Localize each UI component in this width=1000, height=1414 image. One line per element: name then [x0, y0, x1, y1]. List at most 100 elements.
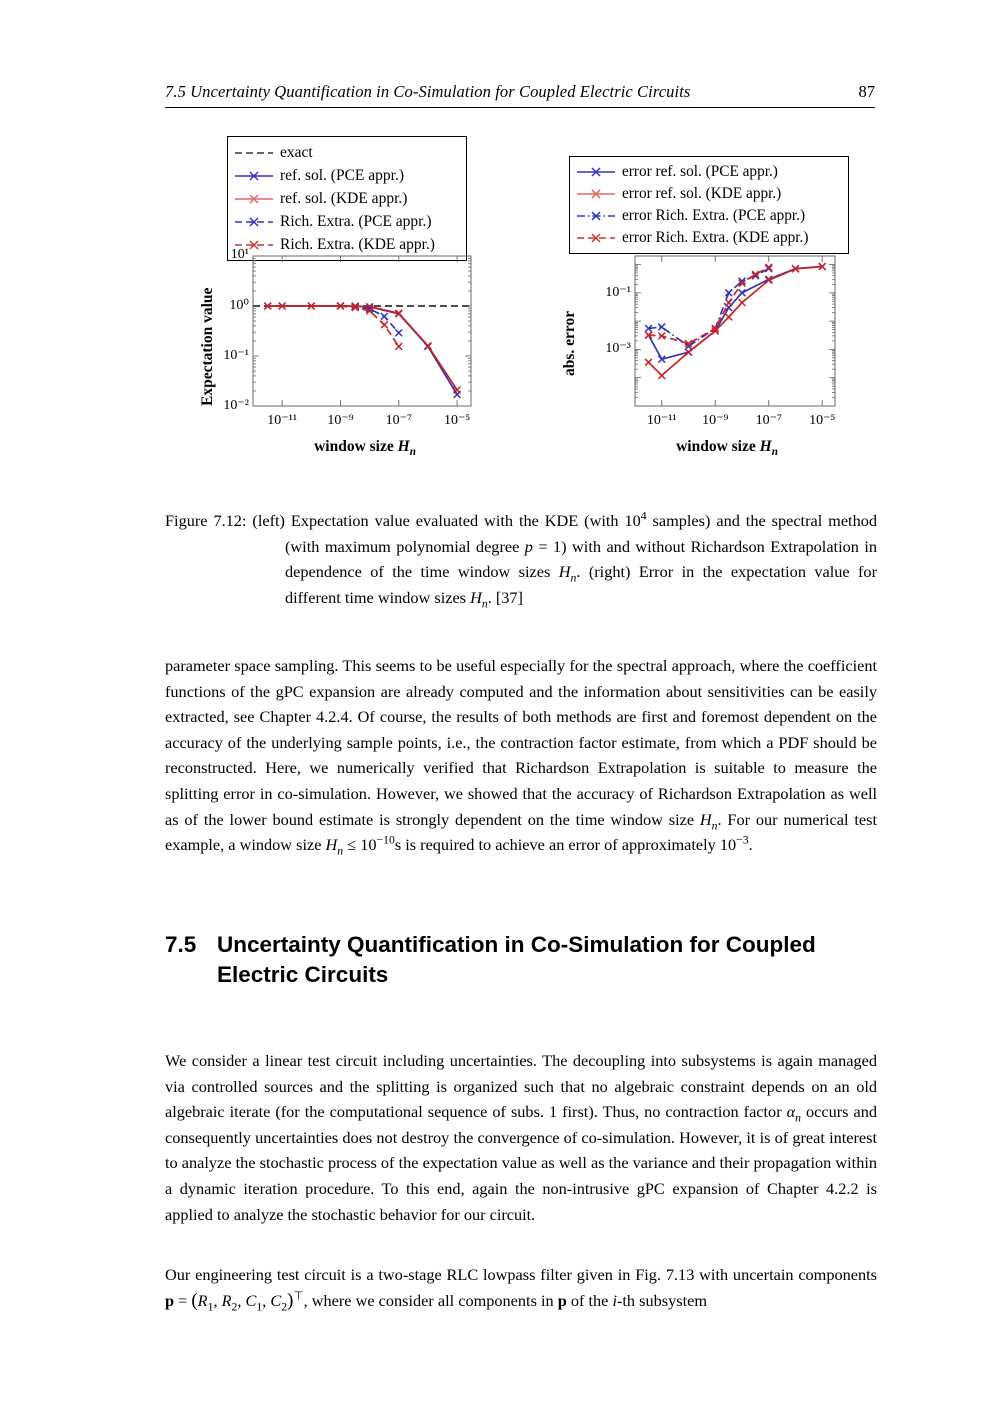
legend-left-item: Rich. Extra. (PCE appr.) [234, 210, 458, 233]
series-line [340, 305, 400, 347]
series-marker [738, 279, 746, 288]
series-marker [738, 277, 746, 286]
series-marker [424, 341, 432, 350]
section-heading: 7.5 Uncertainty Quantification in Co-Simu… [165, 930, 877, 990]
series-marker [263, 302, 272, 310]
chart-left-xlabel-text: window size Hn [314, 438, 416, 459]
series-marker [764, 263, 773, 272]
x-tick-label: 10⁻⁷ [755, 413, 782, 428]
legend-line-sample [576, 231, 616, 245]
series-marker [644, 358, 653, 367]
legend-right-item: error Rich. Extra. (PCE appr.) [576, 205, 840, 227]
body-paragraph-3: Our engineering test circuit is a two-st… [165, 1265, 877, 1313]
series-marker [394, 342, 403, 351]
series-marker [657, 331, 666, 340]
header-rule [165, 107, 875, 109]
body-paragraph-1: parameter space sampling. This seems to … [165, 656, 877, 858]
series-marker [394, 328, 403, 337]
chart-right-xlabel-text: window size Hn [676, 438, 778, 459]
series-line [267, 305, 458, 395]
legend-item-label: error ref. sol. (PCE appr.) [622, 163, 778, 181]
legend-item-label: error ref. sol. (KDE appr.) [622, 185, 782, 203]
y-tick-label: 10¹ [230, 247, 249, 262]
x-tick-label: 10⁻⁹ [702, 413, 729, 428]
chart-right-canvas [634, 255, 836, 407]
header-title: 7.5 Uncertainty Quantification in Co-Sim… [165, 82, 691, 101]
legend-left-item: Rich. Extra. (KDE appr.) [234, 233, 458, 256]
series-marker [336, 302, 345, 310]
series-marker [644, 331, 653, 340]
figure-caption-label: Figure 7.12: [165, 511, 247, 530]
header-page-number: 87 [858, 82, 876, 101]
legend-line-sample [234, 169, 274, 183]
chart-absolute-error: abs. error window size Hn 10⁻¹¹ 10⁻⁹ 10⁻⁷ 1… [557, 246, 857, 458]
legend-absolute-error: error ref. sol. (PCE appr.) error ref. so… [569, 156, 849, 254]
section-title: Uncertainty Quantification in Co-Simulat… [217, 932, 816, 987]
x-tick-label: 10⁻⁵ [443, 413, 471, 428]
series-marker [684, 339, 693, 348]
x-tick-label: 10⁻⁵ [809, 413, 836, 428]
x-tick-label: 10⁻¹¹ [267, 413, 298, 428]
series-marker [351, 303, 360, 312]
figure-caption: Figure 7.12: (left) Expectation value ev… [165, 509, 878, 610]
series-marker [711, 326, 720, 335]
chart-left-xlabel: window size Hn [235, 438, 495, 459]
series-marker [453, 385, 462, 394]
series-line [647, 265, 823, 377]
series-marker [278, 302, 287, 310]
y-tick-label: 10⁻³ [605, 341, 631, 357]
series-line [267, 305, 458, 391]
series-marker [657, 371, 666, 380]
legend-item-label: Rich. Extra. (KDE appr.) [280, 235, 435, 253]
legend-right-item: error ref. sol. (KDE appr.) [576, 183, 840, 205]
legend-right-item: error ref. sol. (PCE appr.) [576, 161, 840, 183]
legend-left-item: ref. sol. (PCE appr.) [234, 164, 458, 187]
legend-line-sample [576, 187, 616, 201]
series-marker [738, 288, 746, 297]
legend-item-label: exact [280, 143, 313, 161]
series-marker [724, 288, 733, 297]
series-line [647, 265, 823, 361]
series-marker [724, 298, 733, 307]
series-marker [307, 302, 316, 310]
series-marker [738, 298, 746, 307]
y-tick-label: 10⁰ [229, 298, 249, 313]
chart-right-ylabel: abs. error [561, 310, 578, 376]
chart-right-xlabel: window size Hn [597, 438, 857, 459]
series-marker [764, 264, 773, 273]
chart-left-canvas [252, 255, 472, 407]
legend-left-item: exact [234, 141, 458, 164]
series-line [648, 266, 770, 345]
legend-right-item: error Rich. Extra. (KDE appr.) [576, 227, 840, 249]
series-marker [791, 264, 800, 273]
y-tick-label: 10⁻¹ [605, 284, 631, 300]
x-tick-label: 10⁻⁹ [327, 413, 354, 428]
running-header: 7.5 Uncertainty Quantification in Co-Sim… [165, 82, 875, 102]
legend-item-label: error Rich. Extra. (KDE appr.) [622, 229, 809, 247]
legend-line-sample [234, 146, 274, 160]
series-marker [724, 313, 733, 321]
x-tick-label: 10⁻⁷ [385, 413, 412, 428]
series-marker [644, 324, 653, 333]
series-marker [684, 342, 693, 351]
series-marker [657, 323, 666, 331]
legend-line-sample [576, 165, 616, 179]
series-marker [394, 309, 403, 318]
y-tick-label: 10⁻¹ [223, 348, 249, 363]
legend-item-label: ref. sol. (KDE appr.) [280, 189, 408, 207]
legend-item-label: error Rich. Extra. (PCE appr.) [622, 207, 806, 225]
x-tick-label: 10⁻¹¹ [646, 413, 677, 428]
figure-7-12: exact ref. sol. (PCE appr.) ref. sol. (KDE… [165, 128, 875, 478]
chart-expectation-value: Expectation value window size Hn 10⁻¹¹ 10… [195, 246, 495, 458]
series-line [648, 267, 770, 348]
series-marker [684, 348, 693, 357]
legend-left-item: ref. sol. (KDE appr.) [234, 187, 458, 210]
body-paragraph-2: We consider a linear test circuit includ… [165, 1051, 878, 1224]
series-marker [380, 320, 389, 329]
series-marker [764, 276, 773, 285]
legend-line-sample [234, 192, 274, 206]
section-number: 7.5 [165, 932, 197, 957]
series-marker [657, 355, 666, 364]
series-marker [365, 306, 374, 315]
